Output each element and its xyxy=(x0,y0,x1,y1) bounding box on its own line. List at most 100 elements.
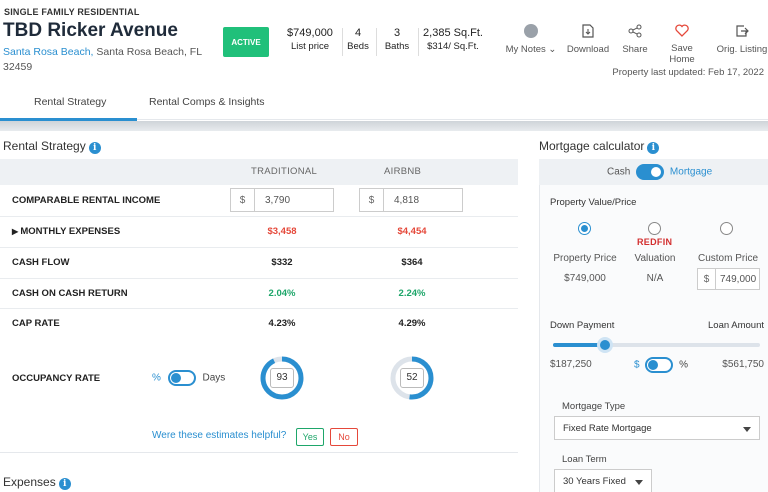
my-notes-button[interactable]: My Notes ⌄ xyxy=(503,24,559,55)
cash-mortgage-toggle-bar: Cash Mortgage xyxy=(539,159,768,185)
income-airbnb-input[interactable]: $ 4,818 xyxy=(359,188,463,212)
baths-value: 3 xyxy=(393,27,401,39)
coc-label: CASH ON CASH RETURN xyxy=(12,288,128,299)
info-icon[interactable]: i xyxy=(58,478,71,490)
stat-price: $749,000 List price xyxy=(281,27,339,52)
radio-redfin-valuation[interactable] xyxy=(648,222,661,235)
sqft-label: $314/ Sq.Ft. xyxy=(427,41,479,52)
down-payment-value: $187,250 xyxy=(550,359,592,370)
column-header: TRADITIONAL AIRBNB xyxy=(0,159,518,185)
share-icon xyxy=(628,24,642,38)
heart-icon xyxy=(675,24,689,37)
mortgage-type-label: Mortgage Type xyxy=(562,401,626,412)
row-cap-rate: CAP RATE 4.23% 4.29% xyxy=(0,309,518,340)
row-monthly-expenses[interactable]: ▶ MONTHLY EXPENSES $3,458 $4,454 xyxy=(0,217,518,248)
stat-sqft: 2,385 Sq.Ft. $314/ Sq.Ft. xyxy=(422,27,484,52)
cap-label: CAP RATE xyxy=(12,318,60,329)
property-address: Santa Rosa Beach, Santa Rosa Beach, FL 3… xyxy=(3,45,203,75)
expenses-title: Expenses i xyxy=(3,475,71,490)
mortgage-title-label: Mortgage calculator xyxy=(539,139,645,153)
currency-prefix: $ xyxy=(698,269,716,289)
tab-rental-comps[interactable]: Rental Comps & Insights xyxy=(149,96,265,108)
share-button[interactable]: Share xyxy=(620,24,650,55)
unit-switch[interactable] xyxy=(167,370,196,386)
no-button[interactable]: No xyxy=(330,428,358,446)
stat-baths: 3 Baths xyxy=(381,27,413,52)
city-link[interactable]: Santa Rosa Beach, xyxy=(3,46,94,58)
my-notes-label: My Notes xyxy=(505,44,546,55)
loan-term-select[interactable]: 30 Years Fixed xyxy=(554,469,652,492)
expenses-label: MONTHLY EXPENSES xyxy=(20,226,121,237)
down-payment-slider-track[interactable] xyxy=(553,343,760,347)
radio-custom-price[interactable] xyxy=(720,222,733,235)
row-cash-on-cash: CASH ON CASH RETURN 2.04% 2.24% xyxy=(0,279,518,309)
valuation-value: N/A xyxy=(646,273,664,284)
occupancy-airbnb-value[interactable]: 52 xyxy=(400,368,424,388)
panel-border xyxy=(0,452,518,453)
custom-price-input[interactable]: $ 749,000 xyxy=(697,268,760,290)
tab-rental-strategy[interactable]: Rental Strategy xyxy=(34,96,107,108)
last-updated: Property last updated: Feb 17, 2022 xyxy=(612,67,764,78)
download-button[interactable]: Download xyxy=(566,24,610,55)
col-airbnb: AIRBNB xyxy=(384,166,422,177)
occupancy-traditional-gauge: 93 xyxy=(260,356,304,400)
address-rest: Santa Rosa Beach, FL 32459 xyxy=(3,46,202,73)
avatar-icon xyxy=(524,24,538,38)
coc-airbnb: 2.24% xyxy=(398,288,426,299)
active-tab-indicator xyxy=(0,118,137,121)
occupancy-airbnb-gauge: 52 xyxy=(390,356,434,400)
cashflow-traditional: $332 xyxy=(271,257,293,268)
property-title: TBD Ricker Avenue xyxy=(3,20,178,41)
mortgage-title: Mortgage calculator i xyxy=(539,139,660,154)
beds-label: Beds xyxy=(347,41,369,52)
coc-traditional: 2.04% xyxy=(268,288,296,299)
financing-switch[interactable] xyxy=(636,164,665,180)
beds-value: 4 xyxy=(354,27,362,39)
sqft-value: 2,385 Sq.Ft. xyxy=(423,27,483,39)
income-traditional-input[interactable]: $ 3,790 xyxy=(230,188,334,212)
status-badge: ACTIVE xyxy=(223,27,269,57)
col-traditional: TRADITIONAL xyxy=(251,166,318,177)
info-icon[interactable]: i xyxy=(88,142,101,154)
rental-strategy-title: Rental Strategy i xyxy=(3,139,101,154)
row-occupancy: OCCUPANCY RATE % Days 93 52 xyxy=(0,340,518,420)
orig-listing-label: Orig. Listing xyxy=(716,44,768,55)
orig-listing-button[interactable]: Orig. Listing xyxy=(716,24,768,55)
mortgage-type-value: Fixed Rate Mortgage xyxy=(563,422,652,434)
down-unit-switch[interactable] xyxy=(645,357,674,373)
info-icon[interactable]: i xyxy=(647,142,660,154)
custom-price-value: 749,000 xyxy=(720,273,757,285)
cap-traditional: 4.23% xyxy=(268,318,296,329)
cap-airbnb: 4.29% xyxy=(398,318,426,329)
cash-mortgage-toggle[interactable]: Cash Mortgage xyxy=(607,164,712,180)
save-home-label: Save Home xyxy=(669,43,695,65)
unit-dollar: $ xyxy=(634,359,640,371)
income-label: COMPARABLE RENTAL INCOME xyxy=(12,195,161,206)
down-payment-slider-handle[interactable] xyxy=(596,337,613,353)
mortgage-type-select[interactable]: Fixed Rate Mortgage xyxy=(554,416,760,440)
yes-button[interactable]: Yes xyxy=(296,428,324,446)
mortgage-option: Mortgage xyxy=(669,166,713,178)
helpful-question: Were these estimates helpful? xyxy=(152,430,287,441)
valuation-label: Valuation xyxy=(634,253,676,264)
currency-prefix: $ xyxy=(360,189,384,211)
save-home-button[interactable]: Save Home xyxy=(659,24,705,65)
divider xyxy=(418,28,419,56)
occupancy-unit-toggle[interactable]: % Days xyxy=(152,370,225,386)
down-payment-unit-toggle[interactable]: $ % xyxy=(634,357,688,373)
expenses-toggle[interactable]: ▶ MONTHLY EXPENSES xyxy=(12,226,120,237)
occ-label: OCCUPANCY RATE xyxy=(12,373,101,384)
currency-prefix: $ xyxy=(231,189,255,211)
property-type: SINGLE FAMILY RESIDENTIAL xyxy=(4,7,140,17)
occupancy-traditional-value[interactable]: 93 xyxy=(270,368,294,388)
divider xyxy=(342,28,343,56)
mortgage-panel xyxy=(539,185,768,492)
rental-strategy-label: Rental Strategy xyxy=(3,139,86,153)
radio-property-price[interactable] xyxy=(578,222,591,235)
document-download-icon xyxy=(582,24,594,38)
cashflow-label: CASH FLOW xyxy=(12,257,70,268)
expenses-airbnb: $4,454 xyxy=(397,226,427,237)
unit-percent: % xyxy=(679,359,689,371)
expenses-traditional: $3,458 xyxy=(267,226,297,237)
cashflow-airbnb: $364 xyxy=(401,257,423,268)
